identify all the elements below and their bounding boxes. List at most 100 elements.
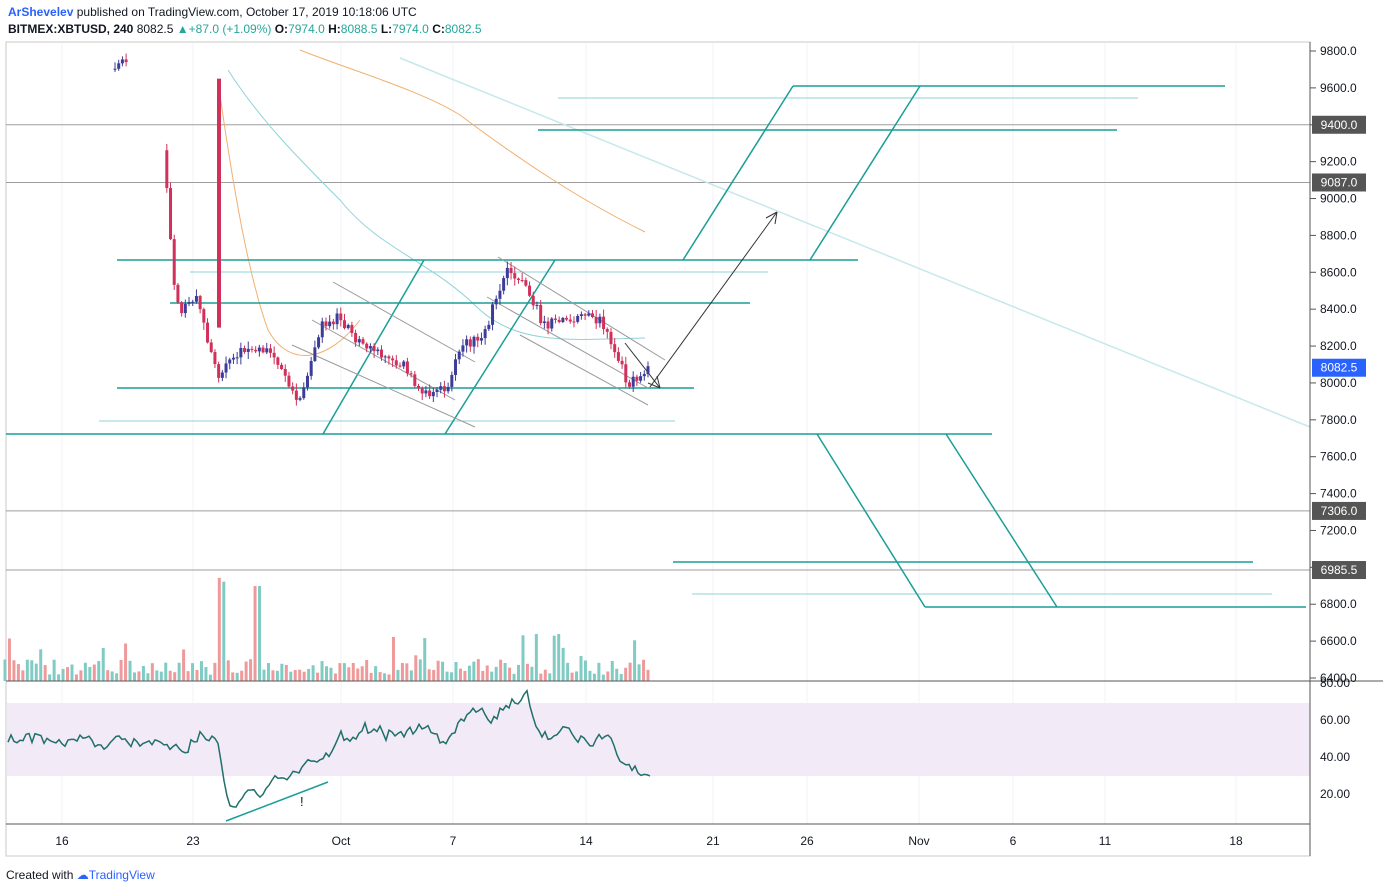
candle-body xyxy=(254,350,257,351)
volume-bar xyxy=(312,665,315,681)
volume-bar xyxy=(450,672,453,681)
candle-body xyxy=(343,320,346,328)
candle-body xyxy=(428,390,431,396)
price-tick-label: 8600.0 xyxy=(1320,265,1357,279)
volume-bar xyxy=(611,661,614,681)
volume-bar xyxy=(374,666,377,681)
candle-body xyxy=(558,320,561,322)
volume-bar xyxy=(365,660,368,681)
candle-body xyxy=(524,280,527,285)
candle-body xyxy=(391,358,394,360)
candle-body xyxy=(339,314,342,321)
volume-bar xyxy=(8,639,11,681)
volume-bar xyxy=(4,659,7,681)
volume-bar xyxy=(303,672,306,681)
candle-body xyxy=(465,339,468,345)
candle-body xyxy=(221,373,224,378)
candle-body xyxy=(554,319,557,320)
candle-body xyxy=(332,322,335,325)
volume-bar xyxy=(629,663,632,681)
candle-body xyxy=(225,363,228,372)
volume-bar xyxy=(383,673,386,681)
volume-bar xyxy=(111,671,114,681)
rsi-tick-label: 20.00 xyxy=(1320,787,1350,801)
candle-body xyxy=(628,382,631,386)
candle-body xyxy=(291,386,294,390)
volume-bar xyxy=(53,660,56,681)
volume-bar xyxy=(553,636,556,681)
candle-body xyxy=(176,285,179,302)
volume-bar xyxy=(173,672,176,681)
candle-body xyxy=(125,59,128,62)
volume-bar xyxy=(620,674,623,681)
volume-bar xyxy=(196,670,199,681)
volume-bar xyxy=(472,662,475,681)
candle-body xyxy=(284,369,287,376)
candle-body xyxy=(236,357,239,358)
candle-body xyxy=(361,339,364,344)
candle-body xyxy=(473,337,476,347)
price-tick-label: 7800.0 xyxy=(1320,413,1357,427)
volume-bar xyxy=(276,671,279,681)
candle-body xyxy=(439,386,442,390)
time-tick-label: 16 xyxy=(55,834,69,848)
volume-bar xyxy=(17,664,20,681)
candle-body xyxy=(258,348,261,352)
volume-bar xyxy=(231,672,234,681)
time-tick-label: 21 xyxy=(706,834,720,848)
volume-bar xyxy=(468,666,471,681)
candle-body xyxy=(491,304,494,324)
candle-body xyxy=(313,347,316,361)
volume-bar xyxy=(120,660,123,681)
candle-body xyxy=(413,374,416,386)
candle-body xyxy=(572,322,575,323)
time-tick-label: 14 xyxy=(579,834,593,848)
volume-bar xyxy=(84,663,87,681)
candle-body xyxy=(265,348,268,352)
volume-bar xyxy=(325,666,328,681)
candle-body xyxy=(421,388,424,393)
candle-body xyxy=(550,319,553,329)
candle-body xyxy=(443,386,446,391)
candle-body xyxy=(336,314,339,325)
volume-bar xyxy=(294,670,297,681)
volume-bar xyxy=(307,669,310,681)
candle-body xyxy=(276,357,279,364)
candle-body xyxy=(213,352,216,364)
candle-body xyxy=(510,268,513,273)
volume-bar xyxy=(388,674,391,681)
volume-bar xyxy=(499,660,502,681)
tradingview-brand[interactable]: TradingView xyxy=(89,868,155,882)
volume-bar xyxy=(454,662,457,681)
price-marker-label: 6985.5 xyxy=(1321,563,1358,577)
volume-bar xyxy=(187,671,190,681)
volume-bar xyxy=(321,661,324,681)
candle-body xyxy=(399,365,402,366)
price-tick-label: 9600.0 xyxy=(1320,81,1357,95)
volume-bar xyxy=(392,637,395,681)
volume-bar xyxy=(218,578,221,681)
volume-bar xyxy=(615,669,618,681)
candle-body xyxy=(580,314,583,316)
time-tick-label: Oct xyxy=(332,834,351,848)
volume-bar xyxy=(477,659,480,681)
rsi-axis[interactable]: 80.00 60.00 40.00 20.00 xyxy=(1320,676,1350,801)
candle-body xyxy=(295,391,298,400)
price-tick-label: 7400.0 xyxy=(1320,487,1357,501)
volume-bar xyxy=(352,663,355,681)
volume-bar xyxy=(647,670,650,681)
candle-body xyxy=(354,333,357,342)
candle-body xyxy=(591,313,594,317)
rsi-tick-label: 60.00 xyxy=(1320,713,1350,727)
tradingview-logo-icon[interactable]: ☁ xyxy=(77,868,89,882)
volume-bar xyxy=(200,661,203,681)
candle-body xyxy=(547,321,550,328)
volume-bar xyxy=(361,666,364,681)
candle-body xyxy=(232,358,235,360)
candle-body xyxy=(447,387,450,391)
candle-body xyxy=(469,339,472,346)
volume-bar xyxy=(146,673,149,681)
candle-body xyxy=(406,362,409,374)
volume-bar xyxy=(432,670,435,681)
